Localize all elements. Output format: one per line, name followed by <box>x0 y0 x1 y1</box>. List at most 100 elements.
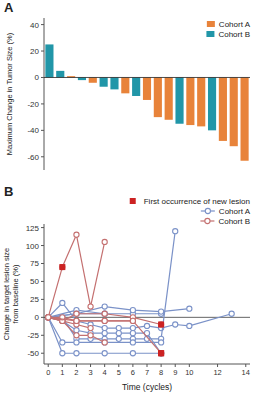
bar <box>121 77 129 93</box>
x-tick <box>118 364 119 367</box>
x-tick-label: 9 <box>173 368 177 377</box>
y-tick-label: -50 <box>27 349 39 358</box>
point <box>74 333 79 338</box>
panel-title: B <box>4 184 13 199</box>
point <box>173 229 178 234</box>
point <box>130 318 135 323</box>
bar <box>241 77 249 160</box>
y-tick <box>41 77 44 78</box>
y-tick <box>41 245 44 246</box>
legend-label: Cohort A <box>219 20 251 29</box>
y-tick <box>41 227 44 228</box>
baseline <box>44 77 250 78</box>
point <box>46 315 51 320</box>
series-line <box>48 235 104 318</box>
point <box>130 331 135 336</box>
point <box>159 322 164 327</box>
y-tick <box>41 263 44 264</box>
legend-label: Cohort A <box>219 207 251 216</box>
point <box>144 323 149 328</box>
point <box>74 351 79 356</box>
y-tick-label: -25 <box>27 331 39 340</box>
y-axis-line <box>44 18 45 170</box>
bar <box>100 77 108 86</box>
point <box>74 232 79 237</box>
x-tick-label: 5 <box>117 368 121 377</box>
point <box>102 351 107 356</box>
x-tick <box>62 364 63 367</box>
y-tick-label: 100 <box>26 242 40 251</box>
legend-item: Cohort B <box>200 217 250 226</box>
x-tick-label: 14 <box>242 368 250 377</box>
y-tick-label: 0 <box>35 73 40 82</box>
point <box>130 326 135 331</box>
point <box>74 311 79 316</box>
x-tick-label: 7 <box>145 368 149 377</box>
bar <box>89 77 97 82</box>
y-tick-label: -20 <box>27 100 39 109</box>
point <box>229 311 234 316</box>
x-tick <box>90 364 91 367</box>
x-tick-label: 4 <box>103 368 107 377</box>
y-tick-label: 20 <box>30 47 39 56</box>
x-tick-label: 8 <box>159 368 163 377</box>
point <box>46 315 51 320</box>
y-tick-label: -60 <box>27 153 39 162</box>
series-line <box>48 317 161 353</box>
point <box>102 311 107 316</box>
point <box>159 351 164 356</box>
point <box>159 351 164 356</box>
bar <box>197 77 205 126</box>
point <box>116 336 121 341</box>
point <box>46 315 51 320</box>
x-tick-label: 0 <box>46 368 50 377</box>
point <box>102 331 107 336</box>
point <box>187 306 192 311</box>
new-lesion-marker <box>158 350 164 356</box>
legend-label: Cohort B <box>218 30 250 39</box>
panel: A-60-40-2002040Maximum Change in Tumor S… <box>4 0 251 170</box>
legend-swatch <box>207 21 215 27</box>
bar <box>132 77 140 96</box>
plot-area <box>44 229 250 357</box>
legend-label: Cohort B <box>218 217 250 226</box>
point <box>159 309 164 314</box>
point <box>46 315 51 320</box>
y-tick-label: 0 <box>35 313 40 322</box>
point <box>74 318 79 323</box>
bar <box>219 77 227 140</box>
point <box>159 340 164 345</box>
legend-item: Cohort B <box>206 30 250 39</box>
legend: Cohort ACohort B <box>206 20 250 39</box>
point <box>116 326 121 331</box>
legend-label: First occurrence of new lesion <box>144 197 250 206</box>
panel-title: A <box>4 0 14 15</box>
x-tick-label: 10 <box>185 368 193 377</box>
y-tick <box>41 335 44 336</box>
point <box>187 323 192 328</box>
point <box>102 311 107 316</box>
bar <box>186 77 194 125</box>
series-line <box>48 317 133 321</box>
x-tick <box>161 364 162 367</box>
point <box>130 340 135 345</box>
bar <box>143 77 151 99</box>
y-axis-label: Maximum Change in Tumor Size (%) <box>5 32 14 155</box>
y-axis-label-line: from baseline (%) <box>11 264 20 323</box>
point <box>130 351 135 356</box>
x-tick <box>245 364 246 367</box>
legend-swatch <box>206 31 214 37</box>
y-axis-line <box>44 224 45 364</box>
y-tick <box>41 103 44 104</box>
point <box>102 239 107 244</box>
point <box>60 351 65 356</box>
point <box>74 311 79 316</box>
x-axis-label: Time (cycles) <box>122 382 172 392</box>
point <box>46 315 51 320</box>
point <box>60 264 65 269</box>
series-line <box>48 317 161 342</box>
y-tick-label: -40 <box>27 126 39 135</box>
panel: B-50-2502550751001250123456789101214Chan… <box>2 184 251 392</box>
x-tick <box>217 364 218 367</box>
y-tick <box>41 317 44 318</box>
